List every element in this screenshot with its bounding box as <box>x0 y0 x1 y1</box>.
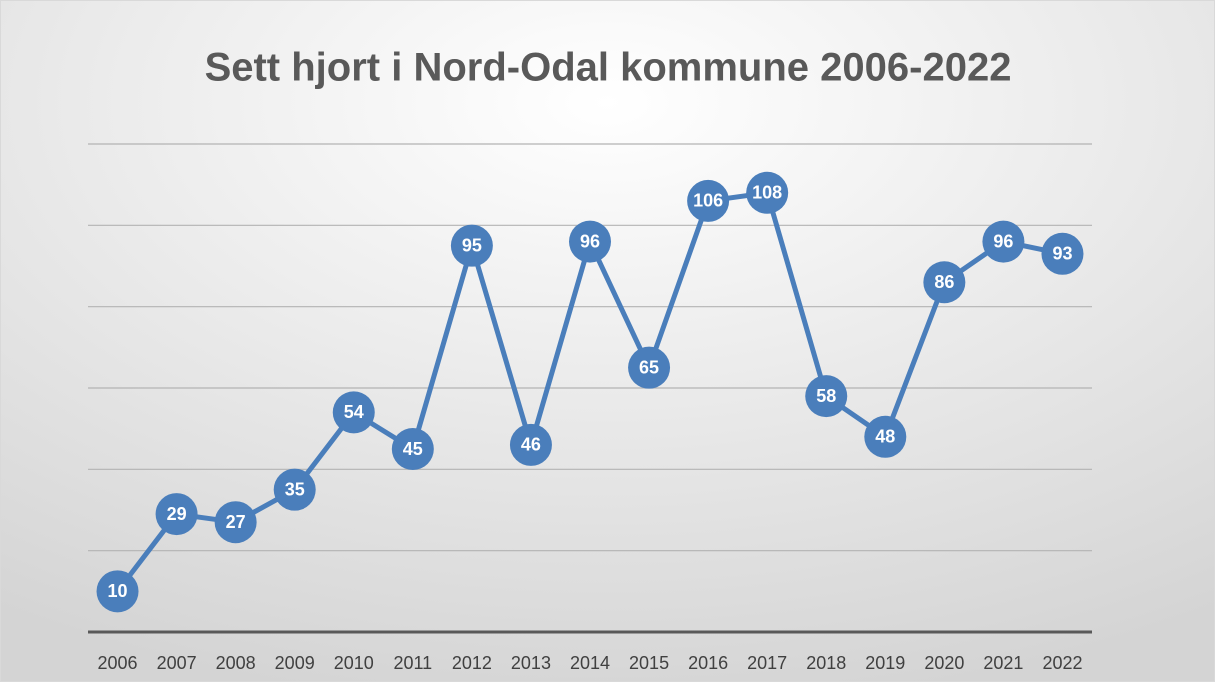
data-label: 46 <box>521 435 541 455</box>
x-tick-label: 2009 <box>275 653 315 673</box>
x-tick-label: 2015 <box>629 653 669 673</box>
x-tick-label: 2012 <box>452 653 492 673</box>
x-tick-label: 2016 <box>688 653 728 673</box>
data-label: 96 <box>993 231 1013 251</box>
data-point <box>687 179 730 222</box>
data-label: 48 <box>875 427 895 447</box>
data-label: 10 <box>108 581 128 601</box>
data-point <box>746 171 789 214</box>
data-label: 96 <box>580 231 600 251</box>
x-tick-label: 2013 <box>511 653 551 673</box>
x-tick-label: 2017 <box>747 653 787 673</box>
data-point <box>391 428 434 470</box>
data-label: 95 <box>462 235 482 255</box>
x-tick-label: 2008 <box>216 653 256 673</box>
data-label: 93 <box>1052 244 1072 264</box>
data-point <box>332 391 375 434</box>
x-tick-label: 2019 <box>865 653 905 673</box>
x-tick-label: 2021 <box>983 653 1023 673</box>
x-tick-label: 2007 <box>157 653 197 673</box>
data-point <box>273 468 316 511</box>
data-point <box>214 501 257 544</box>
x-tick-label: 2020 <box>924 653 964 673</box>
data-label: 106 <box>693 191 723 211</box>
data-label: 58 <box>816 386 836 406</box>
data-point <box>923 261 966 304</box>
data-label: 54 <box>344 402 364 422</box>
data-label: 35 <box>285 479 305 499</box>
x-tick-label: 2006 <box>98 653 138 673</box>
data-point <box>450 224 493 267</box>
data-point <box>96 570 139 613</box>
data-point <box>805 375 848 418</box>
x-tick-label: 2010 <box>334 653 374 673</box>
data-label: 108 <box>752 183 782 203</box>
data-point <box>569 220 611 263</box>
data-point <box>1041 232 1084 275</box>
data-label: 45 <box>403 439 423 459</box>
data-point <box>982 220 1025 263</box>
data-point <box>628 346 671 389</box>
data-point <box>509 423 552 466</box>
data-label: 86 <box>934 272 954 292</box>
x-tick-label: 2014 <box>570 653 610 673</box>
x-tick-label: 2011 <box>393 653 432 673</box>
x-tick-label: 2018 <box>806 653 846 673</box>
data-point <box>155 493 198 536</box>
x-tick-label: 2022 <box>1042 653 1082 673</box>
data-label: 27 <box>226 512 246 532</box>
chart-title: Sett hjort i Nord-Odal kommune 2006-2022 <box>205 46 1012 90</box>
data-point <box>864 415 907 458</box>
data-label: 65 <box>639 357 659 377</box>
data-label: 29 <box>167 504 187 524</box>
